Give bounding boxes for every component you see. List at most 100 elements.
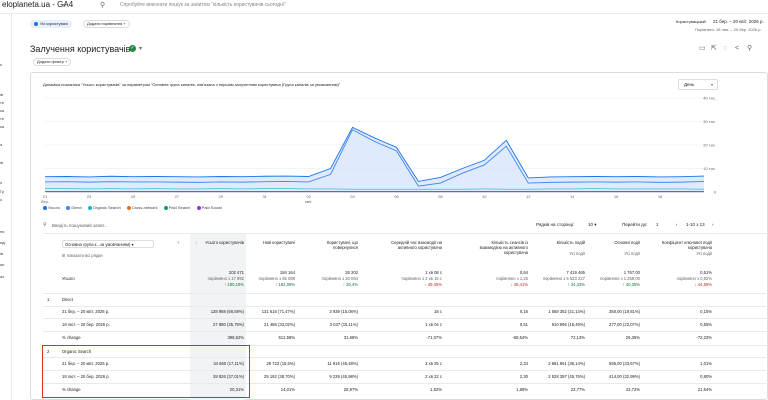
search-input[interactable]: ⚲ Спробуйте виконати пошук за запитом "к… bbox=[100, 1, 350, 11]
legend-item[interactable]: Direct bbox=[66, 205, 82, 210]
sidebar-item[interactable]: ка bbox=[0, 124, 5, 129]
table-cell: 21,64% bbox=[697, 387, 712, 392]
legend-label: Direct bbox=[71, 205, 82, 210]
segment-chip[interactable]: Усі користувачі bbox=[30, 20, 72, 28]
sidebar-item[interactable]: ка bbox=[0, 108, 5, 113]
group-name[interactable]: Organic Search bbox=[62, 349, 92, 354]
prev-page-icon[interactable]: ‹ bbox=[676, 222, 678, 227]
row-label: 18 лют. – 20 бер. 2026 р. bbox=[62, 322, 110, 327]
column-header[interactable]: Основні події bbox=[614, 240, 640, 245]
column-header[interactable]: Користувачі, що повернулися bbox=[326, 240, 358, 250]
chevron-down-icon: ▾ bbox=[710, 82, 713, 87]
table-cell: 0,55% bbox=[700, 322, 712, 327]
group-index: 1 bbox=[47, 297, 50, 302]
legend-item[interactable]: Paid Social bbox=[196, 205, 222, 210]
column-header[interactable]: Усього користувачів bbox=[205, 240, 244, 245]
date-preset-label: Користувацький bbox=[676, 19, 706, 24]
insights-icon[interactable]: ◌ bbox=[723, 45, 728, 52]
rows-per-page-select[interactable]: 10 ▾ bbox=[588, 222, 597, 228]
row-label: 21 бер. – 20 квіт. 2026 р. bbox=[62, 309, 110, 314]
sidebar-item[interactable]: ів bbox=[0, 92, 4, 97]
sidebar-item[interactable]: ів bbox=[0, 251, 4, 256]
group-name[interactable]: Direct bbox=[62, 297, 73, 302]
compare-icon[interactable]: ⚲ bbox=[747, 45, 753, 52]
column-header[interactable]: Кількість подій bbox=[556, 240, 585, 245]
chart-legend: Усього Direct Organic Search Cross-netwo… bbox=[43, 205, 227, 210]
show-all-rows-toggle[interactable]: ⊞ показати всі рядки bbox=[62, 253, 103, 258]
legend-swatch bbox=[43, 205, 47, 210]
next-page-icon[interactable]: › bbox=[712, 222, 714, 227]
sidebar-item[interactable]: а bbox=[0, 142, 3, 147]
property-title[interactable]: eloplaneta.ua - GA4 bbox=[2, 0, 74, 9]
table-cell: 2 хв 22 с bbox=[425, 374, 442, 379]
legend-item[interactable]: Усього bbox=[43, 205, 60, 210]
legend-label: Paid Search bbox=[168, 205, 191, 210]
table-search-input[interactable]: ⚲ Введіть пошуковий запит... bbox=[43, 222, 523, 232]
sidebar-item[interactable]: ня bbox=[0, 229, 5, 234]
edit-report-icon[interactable]: ▭ bbox=[699, 45, 706, 52]
sidebar-item[interactable]: ач bbox=[0, 274, 5, 279]
search-icon: ⚲ bbox=[100, 2, 106, 9]
chevron-down-icon[interactable]: ▾ bbox=[139, 46, 143, 52]
table-cell: 18 с bbox=[434, 309, 442, 314]
divider bbox=[43, 318, 768, 319]
table-cell: 131 616 (71,47%) bbox=[261, 309, 295, 314]
column-header[interactable]: Середній час взаємодії на активного кори… bbox=[391, 240, 442, 250]
sort-desc-icon[interactable]: ↓ bbox=[195, 240, 198, 245]
dimension-label: Основна група к...за умовчанням) bbox=[65, 242, 131, 247]
add-comparison-button[interactable]: Додати порівняння + bbox=[83, 20, 130, 28]
divider bbox=[43, 233, 768, 234]
column-subheader: Усі події bbox=[569, 251, 585, 256]
granularity-select[interactable]: День ▾ bbox=[678, 79, 718, 90]
goto-input[interactable]: 1 bbox=[656, 222, 659, 227]
table-cell: 2,34 bbox=[519, 361, 528, 366]
column-header[interactable]: Коефіцієнт ключової події користувача bbox=[661, 240, 712, 250]
legend-label: Organic Search bbox=[92, 205, 121, 210]
legend-label: Paid Social bbox=[201, 205, 222, 210]
column-total: 1 767,00 bbox=[623, 270, 640, 275]
column-total-change: ↑ 40,35% bbox=[622, 282, 640, 287]
share-icon[interactable]: ⇱ bbox=[711, 45, 717, 52]
column-total-change: ↑ 180,19% bbox=[224, 282, 244, 287]
table-cell: 277,00 (22,07%) bbox=[609, 322, 640, 327]
sidebar-item[interactable]: еді bbox=[0, 240, 6, 245]
table-cell: 31,68% bbox=[343, 335, 358, 340]
table-cell: 27 880 (35,79%) bbox=[213, 322, 244, 327]
add-filter-button[interactable]: Додати фільтр + bbox=[33, 58, 72, 66]
legend-item[interactable]: Cross-network bbox=[126, 205, 158, 210]
sidebar-item[interactable]: s bbox=[0, 62, 2, 67]
column-header[interactable]: Кількість сеансів із взаємодією на актив… bbox=[479, 240, 528, 255]
chevron-down-icon[interactable]: ▾ bbox=[63, 3, 67, 9]
column-total-compare: порівняно з 1,25 bbox=[496, 276, 528, 281]
row-label: 18 лют. – 20 бер. 2026 р. bbox=[62, 374, 110, 379]
row-label: % change bbox=[62, 387, 81, 392]
date-range-picker[interactable]: 21 бер. – 20 квіт. 2026 р. bbox=[713, 19, 764, 24]
sidebar-item[interactable]: те bbox=[0, 100, 5, 105]
share-link-icon[interactable]: < bbox=[735, 45, 740, 52]
column-total-compare: порівняно з 17 892 bbox=[207, 276, 244, 281]
add-comparison-label: Додати порівняння bbox=[87, 21, 123, 26]
sidebar-item[interactable]: ів bbox=[0, 160, 4, 165]
sorted-column-bg bbox=[190, 233, 246, 400]
column-subheader: Усі події bbox=[624, 251, 640, 256]
chevron-down-icon: ▾ bbox=[594, 222, 597, 227]
sidebar-item[interactable]: Гр bbox=[0, 189, 5, 194]
legend-label: Cross-network bbox=[131, 205, 158, 210]
sidebar-item[interactable]: о bbox=[0, 197, 3, 202]
divider bbox=[43, 293, 768, 294]
goto-label: Перейти до: bbox=[622, 222, 648, 227]
table-cell: 14,01% bbox=[280, 387, 295, 392]
show-all-rows-label: показати всі рядки bbox=[66, 253, 103, 258]
dimension-select[interactable]: Основна група к...за умовчанням) ▾ bbox=[62, 240, 154, 248]
sidebar-item[interactable]: те bbox=[0, 116, 5, 121]
sidebar: s ів те ка те ка а ів о Гр о ня еді ів а… bbox=[0, 14, 12, 400]
column-total-change: ↓ 44,56% bbox=[694, 282, 712, 287]
legend-item[interactable]: Paid Search bbox=[163, 205, 191, 210]
legend-item[interactable]: Organic Search bbox=[87, 205, 121, 210]
sidebar-item[interactable]: ан bbox=[0, 262, 5, 267]
pagination-text: 1-10 з 13 bbox=[686, 222, 705, 227]
sidebar-item[interactable]: о bbox=[0, 180, 3, 185]
column-header[interactable]: Нові користувачі bbox=[262, 240, 295, 245]
highlight-box bbox=[42, 345, 250, 398]
add-dimension-icon[interactable]: + bbox=[177, 240, 180, 245]
